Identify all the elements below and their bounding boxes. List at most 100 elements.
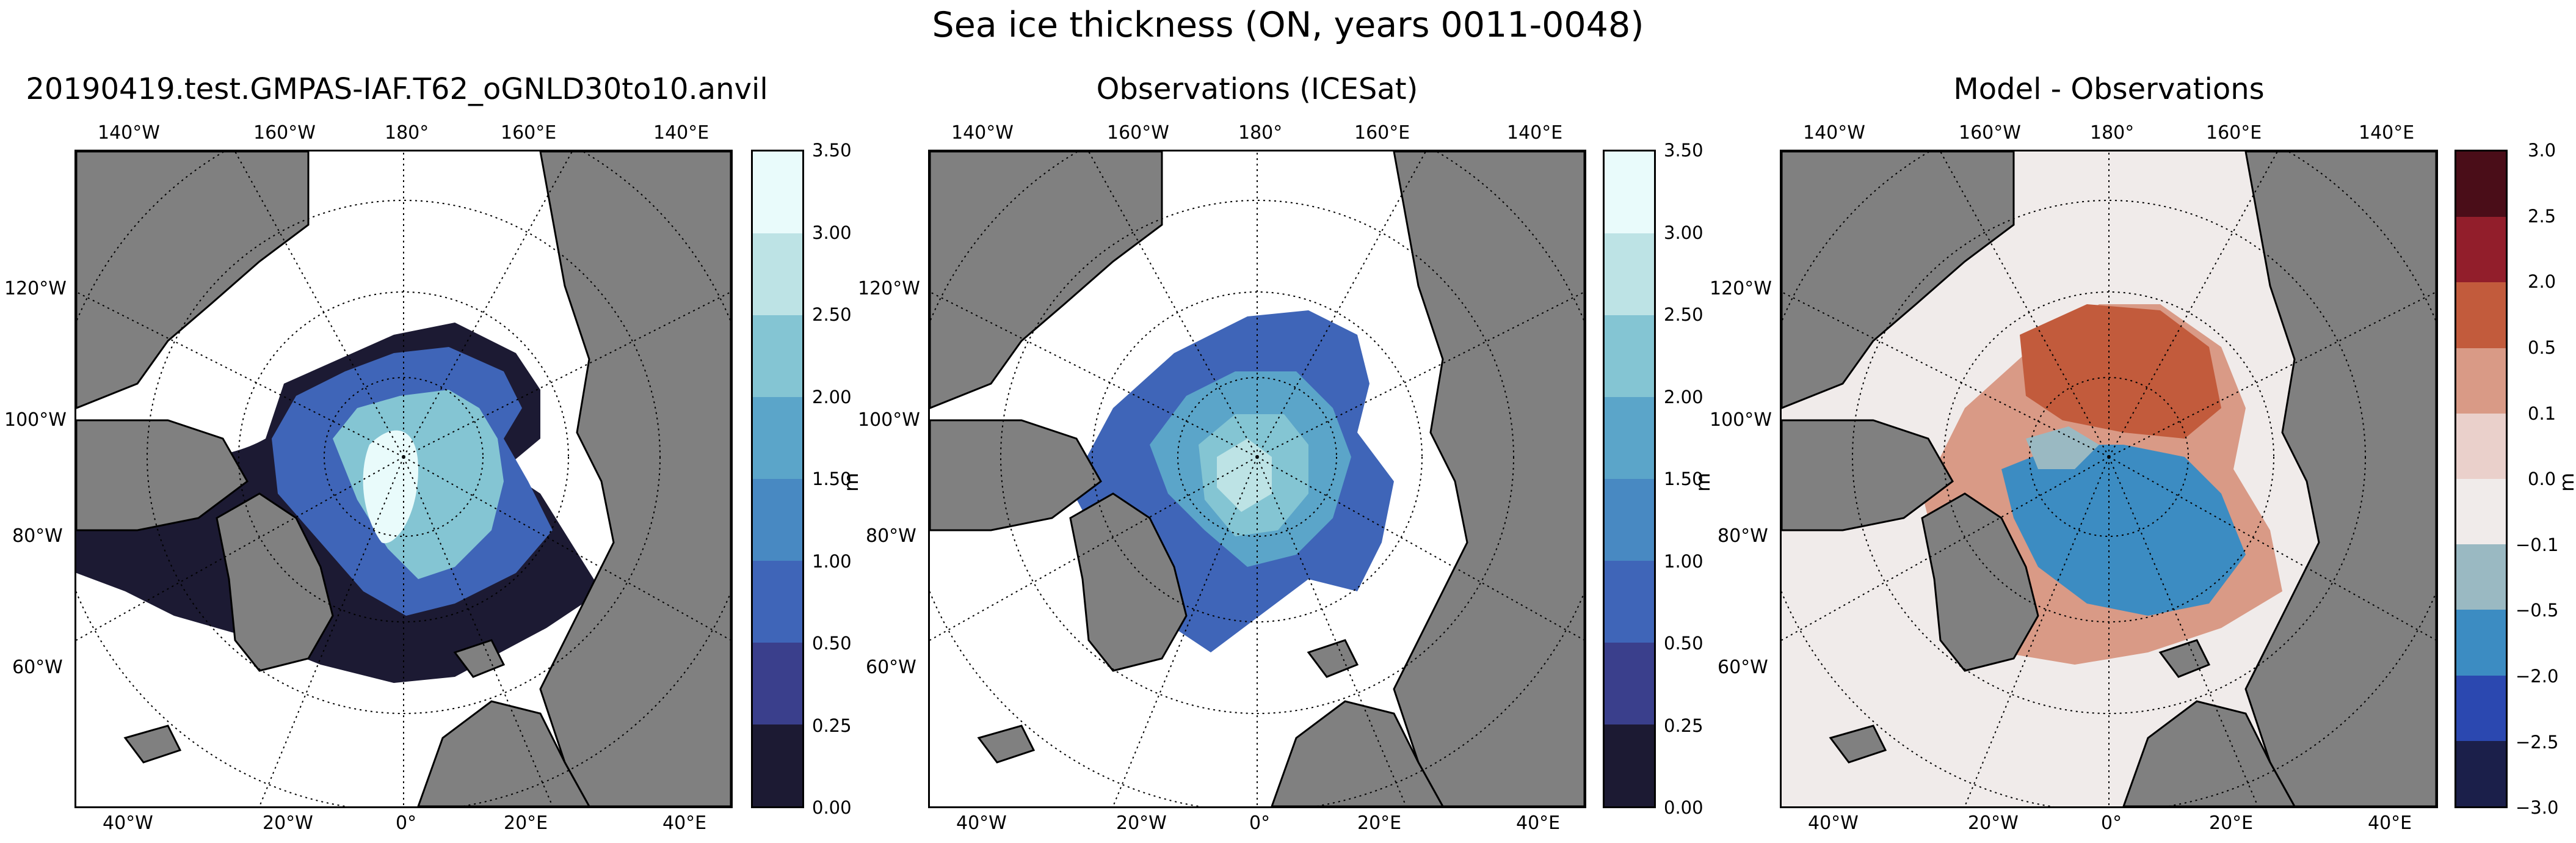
colorbar-unit: m <box>840 472 863 492</box>
land-canadian-archipelago <box>930 419 1102 531</box>
colorbar-segment <box>2456 282 2506 348</box>
colorbar-tick-label: 1.50 <box>812 469 852 489</box>
colorbar-tick-label: 0.00 <box>812 797 852 818</box>
land-siberia <box>2244 151 2436 806</box>
land-greenland <box>1921 492 2039 672</box>
lon-label-top: 160°E <box>501 122 557 144</box>
colorbar-segment <box>753 315 802 397</box>
land-iceland <box>977 724 1036 764</box>
colorbar-tick-label: 1.00 <box>1664 551 1703 572</box>
colorbar-tick-label: 0.0 <box>2528 469 2556 489</box>
colorbar-segment <box>2456 348 2506 414</box>
land-iceland <box>123 724 182 764</box>
colorbar-segment <box>1605 315 1654 397</box>
colorbar-segment <box>1605 151 1654 233</box>
lat-label-left: 120°W <box>858 278 920 299</box>
colorbar-tick-label: −2.0 <box>2516 666 2559 687</box>
colorbar-segment <box>2456 610 2506 676</box>
land-svalbard <box>1307 639 1359 678</box>
colorbar-segment <box>2456 479 2506 545</box>
colorbar-tick-label: −3.0 <box>2516 797 2559 818</box>
lon-label-top: 140°W <box>951 122 1014 144</box>
lon-label-top: 160°W <box>1107 122 1169 144</box>
land-siberia <box>539 151 731 806</box>
map-panel-difference <box>1780 150 2438 808</box>
land-north-america <box>76 151 310 409</box>
lon-label-bottom: 40°W <box>103 812 153 834</box>
colorbar-tick-label: 2.5 <box>2528 206 2556 227</box>
lon-label-bottom: 20°E <box>1357 812 1402 834</box>
colorbar-segment <box>1605 561 1654 643</box>
diff-negative-region <box>2001 445 2246 616</box>
lat-label-left: 80°W <box>866 525 916 547</box>
lat-label-left: 60°W <box>12 657 63 678</box>
colorbar-tick-label: −0.5 <box>2516 600 2559 621</box>
land-scandinavia <box>1271 700 1444 806</box>
map-panel-observations <box>928 150 1586 808</box>
lon-label-top: 140°W <box>1803 122 1865 144</box>
graticule <box>930 151 1584 806</box>
difference-map-svg <box>1782 151 2436 806</box>
diff-small-negative <box>2026 426 2099 469</box>
lon-label-bottom: 40°W <box>956 812 1007 834</box>
land-greenland <box>216 492 334 672</box>
lon-label-bottom: 20°W <box>1968 812 2019 834</box>
lon-label-bottom: 40°E <box>2368 812 2412 834</box>
land-north-america <box>930 151 1163 409</box>
colorbar-segment <box>753 151 802 233</box>
lat-label-left: 100°W <box>4 409 67 431</box>
lat-label-left: 100°W <box>858 409 920 431</box>
lon-label-bottom: 0° <box>2101 812 2122 834</box>
lon-label-bottom: 20°E <box>2209 812 2254 834</box>
colorbar-model <box>751 150 804 808</box>
colorbar-tick-label: 0.00 <box>1664 797 1703 818</box>
colorbar-tick-label: 3.50 <box>1664 140 1703 161</box>
colorbar-observations <box>1603 150 1656 808</box>
lat-label-left: 60°W <box>1718 657 1768 678</box>
colorbar-tick-label: 2.0 <box>2528 271 2556 292</box>
lon-label-top: 140°E <box>653 122 709 144</box>
land-greenland <box>1069 492 1188 672</box>
colorbar-tick-label: −2.5 <box>2516 732 2559 753</box>
lon-label-bottom: 20°E <box>504 812 548 834</box>
land-scandinavia <box>417 700 590 806</box>
colorbar-tick-label: 1.00 <box>812 551 852 572</box>
colorbar-unit: m <box>1691 472 1714 492</box>
colorbar-segment <box>1605 724 1654 806</box>
colorbar-tick-label: 3.50 <box>812 140 852 161</box>
map-panel-model <box>74 150 733 808</box>
lon-label-top: 160°W <box>253 122 316 144</box>
lat-label-left: 120°W <box>4 278 67 299</box>
lon-label-bottom: 40°E <box>662 812 707 834</box>
colorbar-segment <box>2456 544 2506 610</box>
colorbar-segment <box>753 233 802 315</box>
colorbar-segment <box>753 397 802 479</box>
colorbar-segment <box>753 561 802 643</box>
lat-label-left: 80°W <box>1718 525 1768 547</box>
colorbar-difference <box>2454 150 2508 808</box>
colorbar-segment <box>753 479 802 561</box>
lon-label-top: 160°E <box>1354 122 1410 144</box>
graticule <box>76 151 731 806</box>
graticule <box>1782 151 2436 806</box>
model-map-svg <box>76 151 731 806</box>
colorbar-tick-label: 1.50 <box>1664 469 1703 489</box>
lon-label-bottom: 0° <box>396 812 417 834</box>
lon-label-bottom: 20°W <box>1116 812 1167 834</box>
colorbar-segment <box>1605 643 1654 724</box>
lon-label-top: 180° <box>385 122 429 144</box>
diff-positive-core <box>2020 304 2221 439</box>
colorbar-tick-label: 2.50 <box>1664 304 1703 325</box>
colorbar-segment <box>2456 675 2506 741</box>
panel-title-difference: Model - Observations <box>1953 72 2265 106</box>
colorbar-segment <box>1605 397 1654 479</box>
colorbar-segment <box>2456 413 2506 479</box>
land-scandinavia <box>2122 700 2296 806</box>
lon-label-top: 140°W <box>98 122 160 144</box>
lat-label-left: 60°W <box>866 657 916 678</box>
lon-label-top: 140°E <box>2359 122 2415 144</box>
panel-title-observations: Observations (ICESat) <box>1096 72 1418 106</box>
colorbar-tick-label: 3.0 <box>2528 140 2556 161</box>
colorbar-tick-label: 2.00 <box>1664 387 1703 407</box>
lon-label-top: 180° <box>1238 122 1283 144</box>
